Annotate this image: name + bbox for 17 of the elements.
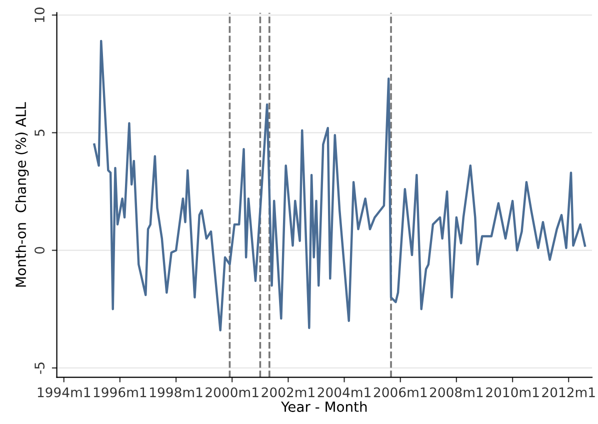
x-tick-label: 2012m1 <box>542 387 595 398</box>
x-tick-label: 2002m1 <box>262 387 314 398</box>
line-series <box>93 40 586 332</box>
x-tick-label: 2000m1 <box>206 387 258 398</box>
y-axis-title: Month-on Change (%) ALL <box>15 102 29 287</box>
x-tick-label: 1994m1 <box>38 387 90 398</box>
y-tick-label: 0 <box>34 247 45 254</box>
x-tick-label: 2008m1 <box>430 387 483 398</box>
x-tick-label: 2006m1 <box>374 387 427 398</box>
x-axis-title: Year - Month <box>280 401 367 412</box>
x-tick-label: 2010m1 <box>486 387 539 398</box>
x-tick-label: 1998m1 <box>150 387 202 398</box>
y-tick-label: -5 <box>34 362 45 374</box>
y-tick-label: 10 <box>34 8 45 22</box>
y-tick-label: 5 <box>34 130 45 136</box>
x-tick-label: 2004m1 <box>318 387 370 398</box>
x-tick-label: 1996m1 <box>94 387 146 398</box>
